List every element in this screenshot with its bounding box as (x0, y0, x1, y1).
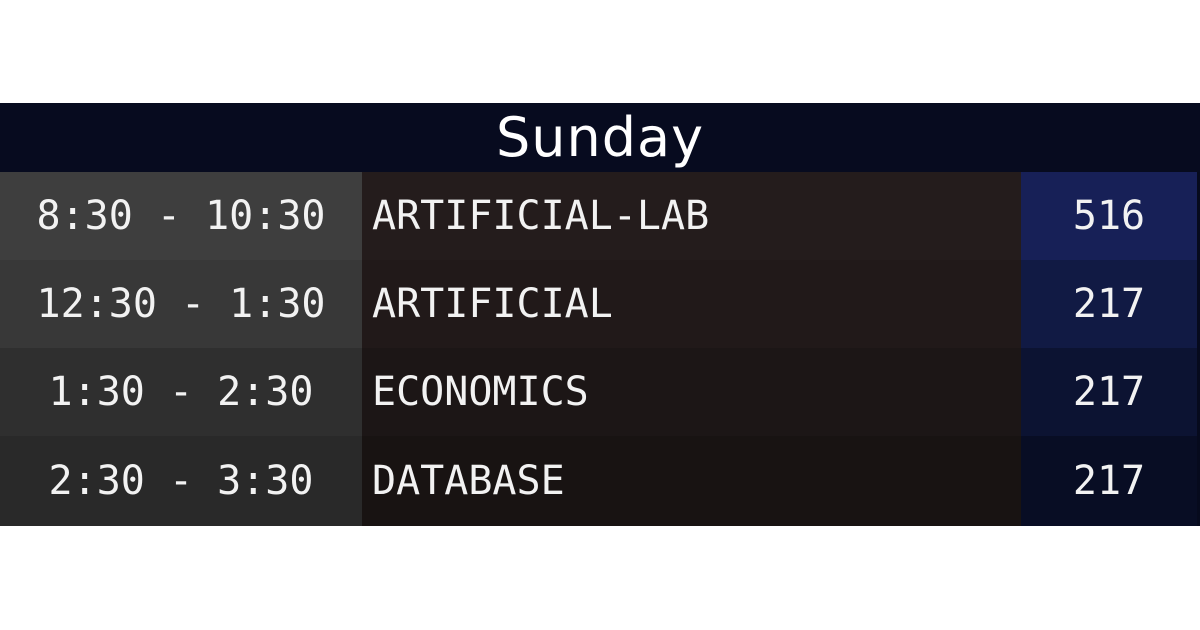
room-number: 217 (1021, 348, 1197, 436)
schedule-row: 1:30 - 2:30 ECONOMICS 217 (0, 348, 1200, 436)
schedule-row: 8:30 - 10:30 ARTIFICIAL-LAB 516 (0, 172, 1200, 260)
time-slot: 1:30 - 2:30 (0, 348, 362, 436)
room-number: 516 (1021, 172, 1197, 260)
time-slot: 2:30 - 3:30 (0, 436, 362, 526)
room-number: 217 (1021, 436, 1197, 526)
schedule-rows: 8:30 - 10:30 ARTIFICIAL-LAB 516 12:30 - … (0, 172, 1200, 526)
day-title: Sunday (0, 103, 1200, 172)
time-slot: 12:30 - 1:30 (0, 260, 362, 348)
time-slot: 8:30 - 10:30 (0, 172, 362, 260)
schedule-row: 12:30 - 1:30 ARTIFICIAL 217 (0, 260, 1200, 348)
subject-name: ARTIFICIAL (362, 260, 1021, 348)
schedule-board: Sunday 8:30 - 10:30 ARTIFICIAL-LAB 516 1… (0, 103, 1200, 526)
schedule-row: 2:30 - 3:30 DATABASE 217 (0, 436, 1200, 526)
subject-name: ECONOMICS (362, 348, 1021, 436)
room-number: 217 (1021, 260, 1197, 348)
subject-name: ARTIFICIAL-LAB (362, 172, 1021, 260)
subject-name: DATABASE (362, 436, 1021, 526)
